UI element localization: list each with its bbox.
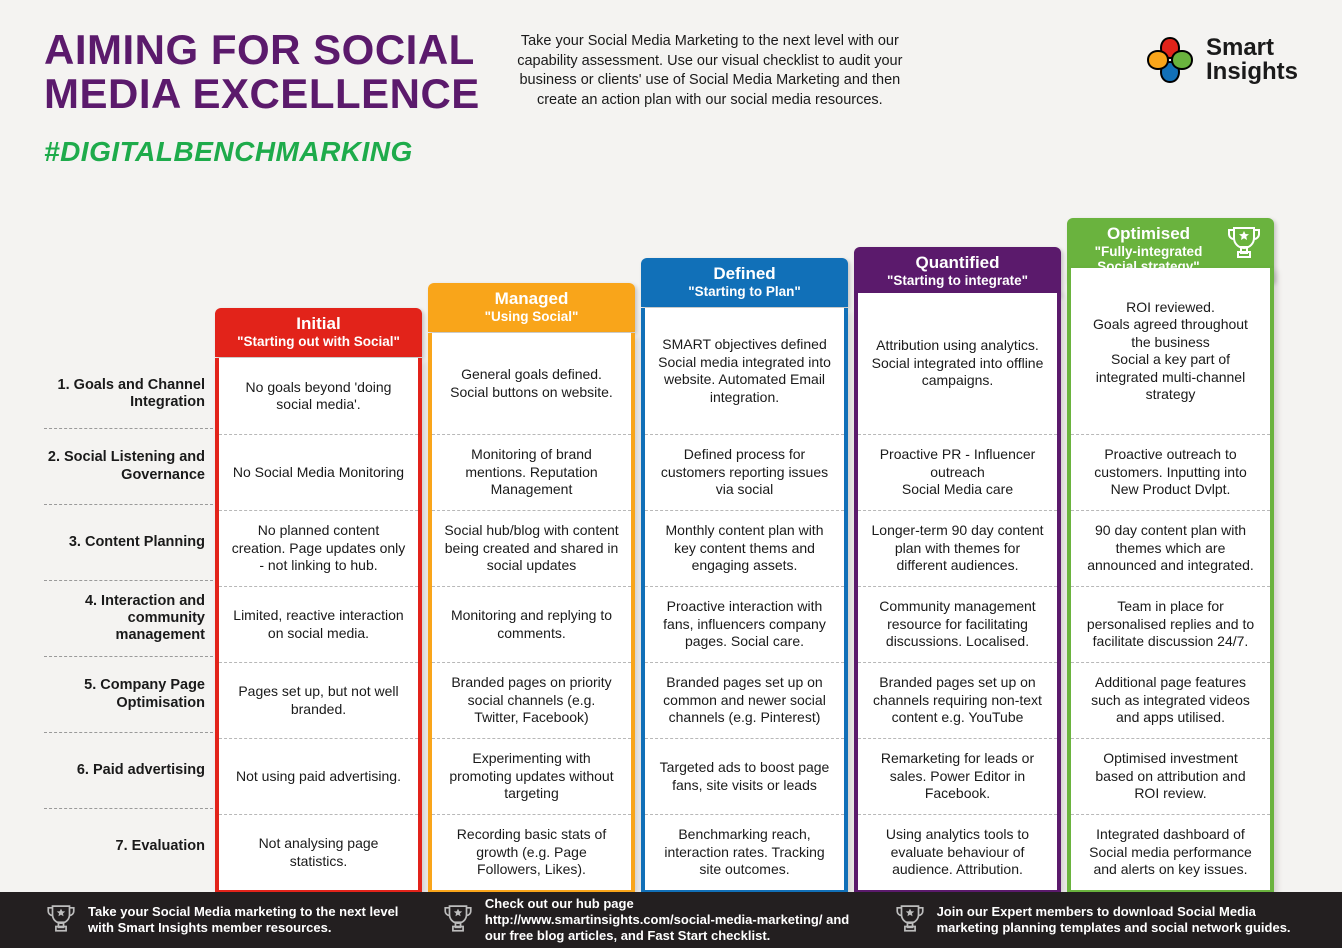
row-label: 4. Interaction and community management — [44, 580, 213, 656]
footer-item: Take your Social Media marketing to the … — [44, 901, 413, 940]
cell: No Social Media Monitoring — [219, 434, 418, 510]
cell: Defined process for customers reporting … — [645, 434, 844, 510]
cell: Limited, reactive interaction on social … — [219, 586, 418, 662]
level-title: Managed — [438, 289, 625, 309]
level-subtitle: "Starting to integrate" — [864, 273, 1051, 288]
cell: 90 day content plan with themes which ar… — [1071, 510, 1270, 586]
cell: Branded pages set up on channels requiri… — [858, 662, 1057, 738]
cell: Longer-term 90 day content plan with the… — [858, 510, 1057, 586]
trophy-icon — [1224, 222, 1264, 262]
level-subtitle: "Starting to Plan" — [651, 284, 838, 299]
level-header-initial: Initial "Starting out with Social" — [215, 308, 422, 357]
level-column-initial: No goals beyond 'doing social media'.No … — [215, 358, 422, 934]
cell: Proactive PR - Influencer outreachSocial… — [858, 434, 1057, 510]
footer-text: Check out our hub page http://www.smarti… — [485, 896, 865, 945]
logo-text-2: Insights — [1206, 60, 1298, 84]
footer-item: Join our Expert members to download Soci… — [893, 901, 1298, 940]
trophy-icon — [893, 901, 927, 940]
level-title: Initial — [225, 314, 412, 334]
cell: Remarketing for leads or sales. Power Ed… — [858, 738, 1057, 814]
level-column-quantified: Attribution using analytics. Social inte… — [854, 293, 1061, 934]
cell: Benchmarking reach, interaction rates. T… — [645, 814, 844, 890]
level-header-defined: Defined "Starting to Plan" — [641, 258, 848, 307]
level-subtitle: "Starting out with Social" — [225, 334, 412, 349]
page-title: AIMING FOR SOCIAL MEDIA EXCELLENCE — [44, 28, 480, 116]
logo-icon — [1142, 32, 1198, 88]
cell: Monitoring of brand mentions. Reputation… — [432, 434, 631, 510]
cell: Additional page features such as integra… — [1071, 662, 1270, 738]
cell: Targeted ads to boost page fans, site vi… — [645, 738, 844, 814]
row-label: 3. Content Planning — [44, 504, 213, 580]
intro-text: Take your Social Media Marketing to the … — [510, 32, 910, 110]
trophy-icon — [44, 901, 78, 940]
footer-text: Take your Social Media marketing to the … — [88, 904, 413, 937]
row-label: 2. Social Listening and Governance — [44, 428, 213, 504]
row-label: 6. Paid advertising — [44, 732, 213, 808]
cell: No planned content creation. Page update… — [219, 510, 418, 586]
cell: Branded pages set up on common and newer… — [645, 662, 844, 738]
title-line-1: AIMING FOR SOCIAL — [44, 28, 480, 72]
level-column-managed: General goals defined. Social buttons on… — [428, 333, 635, 934]
level-title: Optimised — [1077, 224, 1220, 244]
cell: Pages set up, but not well branded. — [219, 662, 418, 738]
footer-text: Join our Expert members to download Soci… — [937, 904, 1298, 937]
level-column-defined: SMART objectives defined Social media in… — [641, 308, 848, 934]
cell: Proactive interaction with fans, influen… — [645, 586, 844, 662]
row-label: 5. Company Page Optimisation — [44, 656, 213, 732]
cell: Branded pages on priority social channel… — [432, 662, 631, 738]
level-header-quantified: Quantified "Starting to integrate" — [854, 247, 1061, 296]
trophy-icon — [441, 901, 475, 940]
level-title: Defined — [651, 264, 838, 284]
cell: Optimised investment based on attributio… — [1071, 738, 1270, 814]
cell: Not analysing page statistics. — [219, 814, 418, 890]
cell: Team in place for personalised replies a… — [1071, 586, 1270, 662]
header: AIMING FOR SOCIAL MEDIA EXCELLENCE Take … — [44, 28, 1298, 116]
cell: Monitoring and replying to comments. — [432, 586, 631, 662]
cell: Recording basic stats of growth (e.g. Pa… — [432, 814, 631, 890]
cell: Community management resource for facili… — [858, 586, 1057, 662]
brand-logo: Smart Insights — [1142, 32, 1298, 88]
cell: SMART objectives defined Social media in… — [645, 308, 844, 434]
row-label: 1. Goals and Channel Integration — [44, 352, 213, 428]
level-column-optimised: ROI reviewed.Goals agreed throughout the… — [1067, 268, 1274, 934]
cell: Experimenting with promoting updates wit… — [432, 738, 631, 814]
hashtag: #DIGITALBENCHMARKING — [44, 136, 1298, 168]
cell: General goals defined. Social buttons on… — [432, 333, 631, 434]
cell: No goals beyond 'doing social media'. — [219, 358, 418, 434]
logo-text: Smart Insights — [1206, 36, 1298, 84]
cell: Using analytics tools to evaluate behavi… — [858, 814, 1057, 890]
level-subtitle: "Using Social" — [438, 309, 625, 324]
cell: Social hub/blog with content being creat… — [432, 510, 631, 586]
cell: Proactive outreach to customers. Inputti… — [1071, 434, 1270, 510]
cell: Monthly content plan with key content th… — [645, 510, 844, 586]
cell: Not using paid advertising. — [219, 738, 418, 814]
logo-text-1: Smart — [1206, 36, 1298, 60]
level-header-managed: Managed "Using Social" — [428, 283, 635, 332]
cell: Integrated dashboard of Social media per… — [1071, 814, 1270, 890]
row-label: 7. Evaluation — [44, 808, 213, 884]
footer: Take your Social Media marketing to the … — [0, 892, 1342, 948]
cell: ROI reviewed.Goals agreed throughout the… — [1071, 268, 1270, 434]
title-line-2: MEDIA EXCELLENCE — [44, 72, 480, 116]
footer-item: Check out our hub page http://www.smarti… — [441, 896, 865, 945]
level-title: Quantified — [864, 253, 1051, 273]
cell: Attribution using analytics. Social inte… — [858, 293, 1057, 434]
